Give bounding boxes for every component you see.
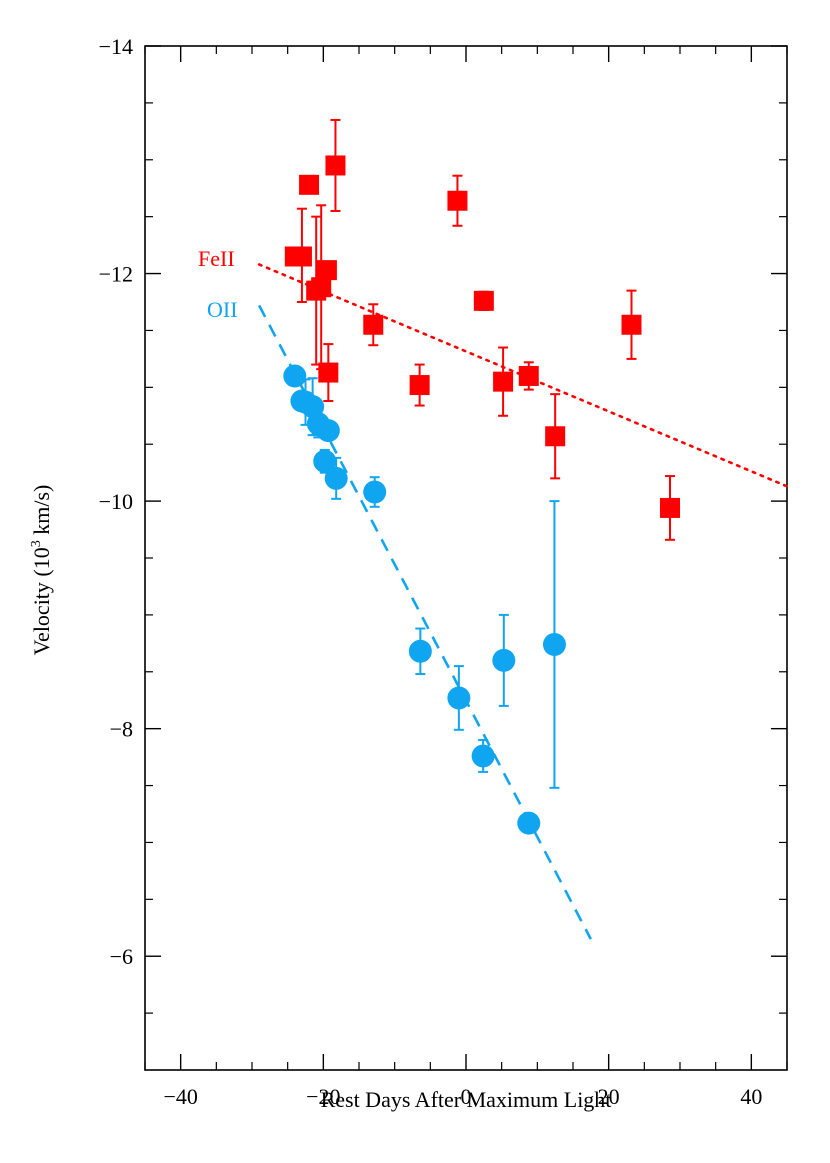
marker-oii: [447, 686, 471, 710]
marker-oii: [492, 648, 516, 672]
marker-oii: [363, 480, 387, 504]
y-tick-label: −12: [99, 262, 133, 287]
marker-feii: [545, 426, 566, 447]
y-tick-label: −8: [110, 717, 133, 742]
marker-feii: [621, 314, 642, 335]
marker-oii: [313, 449, 337, 473]
marker-oii: [471, 744, 495, 768]
series-labels: FeII OII: [198, 246, 238, 322]
x-axis-label: Rest Days After Maximum Light: [321, 1087, 612, 1112]
x-tick-label: 40: [740, 1084, 762, 1109]
series-label-feii: FeII: [198, 246, 235, 271]
marker-oii: [324, 466, 348, 490]
marker-feii: [316, 260, 337, 281]
y-axis-label-prefix: Velocity (10: [29, 547, 54, 655]
axis-ticks: [144, 45, 788, 1070]
y-axis-label-sup: 3: [29, 540, 44, 547]
y-tick-label: −6: [110, 944, 133, 969]
marker-oii: [517, 811, 541, 835]
axis-tick-labels: −40 −20 0 20 40 −14 −12 −10 −8 −6: [99, 34, 763, 1109]
error-bars: [296, 118, 676, 789]
marker-feii: [311, 277, 332, 298]
x-tick-label: 20: [598, 1084, 620, 1109]
x-tick-label: −40: [163, 1084, 197, 1109]
x-tick-label: −20: [306, 1084, 340, 1109]
x-tick-label: 0: [461, 1084, 472, 1109]
y-axis-label: Velocity (103 km/s): [29, 485, 54, 656]
y-tick-label: −10: [99, 489, 133, 514]
y-tick-label: −14: [99, 34, 133, 59]
fit-line-feii: [257, 263, 789, 488]
marker-feii: [473, 290, 494, 311]
marker-oii: [542, 632, 566, 656]
marker-feii: [325, 155, 346, 176]
marker-feii: [660, 497, 681, 518]
marker-feii: [363, 314, 384, 335]
marker-oii: [408, 639, 432, 663]
marker-feii: [447, 190, 468, 211]
marker-oii: [283, 364, 307, 388]
series-label-oii: OII: [207, 297, 238, 322]
marker-feii: [493, 371, 514, 392]
marker-oii: [316, 419, 340, 443]
data-markers: [283, 155, 681, 835]
y-axis-label-suffix: km/s): [29, 485, 54, 541]
marker-feii: [299, 174, 320, 195]
marker-feii: [409, 375, 430, 396]
marker-feii: [318, 362, 339, 383]
marker-feii: [291, 246, 312, 267]
marker-feii: [518, 365, 539, 386]
